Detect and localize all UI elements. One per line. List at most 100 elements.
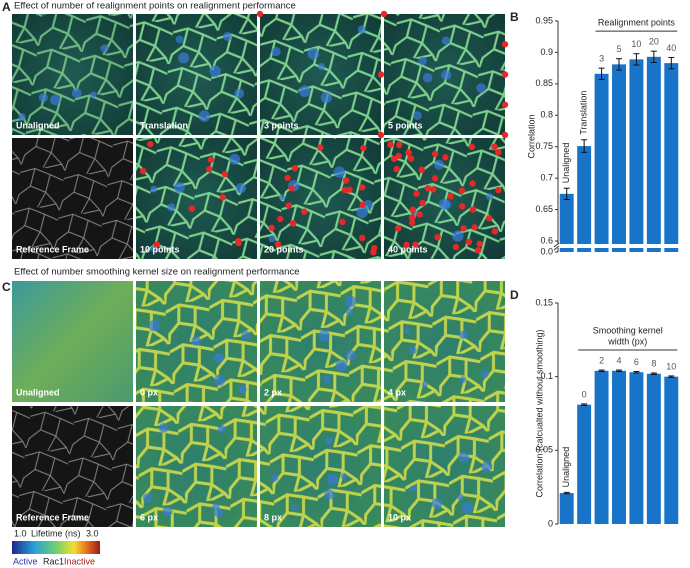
realignment-point [139, 167, 147, 175]
y-tick-label: 0.95 [535, 15, 553, 25]
panel-title: Effect of number of realignment points o… [14, 1, 296, 12]
realignment-point [396, 141, 403, 149]
realignment-point [207, 156, 215, 163]
realignment-point [418, 166, 425, 173]
realignment-point [277, 215, 284, 223]
bar [629, 372, 644, 524]
y-tick-label: 0.05 [535, 445, 553, 455]
realignment-point [377, 71, 385, 78]
realignment-point [341, 186, 349, 194]
image-spot [100, 44, 109, 53]
image-spot [268, 235, 276, 243]
realignment-point [491, 228, 499, 235]
micrograph: 4 px [384, 281, 505, 402]
category-label: 6 [634, 357, 639, 367]
realignment-point [301, 208, 308, 215]
y-tick-label: 0 [548, 518, 553, 528]
image-spot [238, 385, 247, 394]
image-spot [198, 110, 211, 122]
realignment-point [395, 225, 402, 232]
image-spot [178, 52, 190, 64]
image-spot [409, 485, 417, 493]
colorbar-max: 3.0 [86, 528, 99, 538]
image-label: Unaligned [16, 387, 60, 397]
realignment-point [501, 131, 509, 139]
realignment-point [416, 211, 423, 218]
image-label: 6 px [140, 512, 158, 522]
image-spot [167, 203, 176, 212]
image-spot [413, 111, 422, 120]
category-label: 10 [631, 39, 641, 49]
image-spot [271, 46, 281, 57]
realignment-point [501, 101, 509, 108]
y-tick-label: 0.15 [535, 297, 553, 307]
y-tick-label: 0.6 [540, 235, 553, 245]
annotation: Smoothing kernel [593, 325, 663, 335]
realignment-point [408, 214, 416, 221]
y-tick-label: 0.75 [535, 141, 553, 151]
image-spot [234, 88, 245, 99]
panel-title: Effect of number smoothing kernel size o… [14, 267, 300, 278]
micrograph: Reference Frame [12, 138, 133, 259]
image-spot [298, 85, 311, 97]
micrograph: 5 points [380, 10, 509, 139]
image-spot [148, 319, 160, 332]
image-label: 20 points [264, 244, 304, 254]
realignment-point [491, 143, 498, 150]
image-label: 10 px [388, 512, 411, 522]
panel-letter: B [510, 10, 519, 24]
image-spot [229, 153, 241, 165]
category-label: 5 [616, 44, 621, 54]
realignment-point [485, 215, 493, 222]
image-spot [325, 437, 333, 446]
image-spot [214, 374, 226, 386]
category-label: 3 [599, 54, 604, 64]
image-spot [307, 47, 320, 60]
image-label: 0 px [140, 387, 158, 397]
realignment-point [474, 247, 482, 254]
realignment-point [256, 10, 264, 18]
micrograph: 40 points [384, 138, 505, 259]
category-label: 2 [599, 355, 604, 365]
image-spot [404, 328, 411, 335]
image-label: 4 px [388, 387, 406, 397]
micrograph: 6 px [136, 406, 257, 527]
bar [629, 59, 644, 252]
image-label: Reference Frame [16, 512, 89, 522]
image-spot [291, 504, 298, 511]
realignment-point [458, 187, 466, 194]
panel-letter: C [2, 280, 11, 294]
y-axis-label: Correlation [526, 114, 536, 158]
image-spot [18, 113, 26, 121]
image-spot [442, 200, 452, 210]
micrograph: 8 px [260, 406, 381, 527]
bar [646, 56, 661, 253]
realignment-point [317, 144, 324, 151]
image-spot [327, 474, 339, 486]
image-spot [335, 359, 348, 372]
image-spot [158, 422, 169, 433]
realignment-point [469, 180, 476, 187]
category-label: 4 [616, 355, 621, 365]
realignment-point [289, 220, 297, 227]
realignment-point [339, 218, 346, 226]
realignment-point [495, 149, 502, 156]
realignment-point [413, 190, 420, 197]
image-label: 8 px [264, 512, 282, 522]
image-label: 3 points [264, 120, 299, 130]
realignment-point [476, 240, 483, 247]
category-label: 10 [666, 361, 676, 371]
realignment-point [221, 170, 229, 178]
image-spot [323, 375, 331, 384]
image-mesh [260, 281, 381, 402]
bar [594, 370, 609, 524]
realignment-point [468, 143, 476, 151]
colorbar-inactive: Inactive [64, 556, 95, 566]
y-tick-label: 0.7 [540, 173, 553, 183]
panel-letter: D [510, 288, 519, 302]
image-label: 40 points [388, 244, 428, 254]
image-mesh [136, 14, 257, 135]
image-spot [174, 182, 185, 193]
realignment-point [419, 199, 426, 207]
image-spot [459, 376, 467, 383]
